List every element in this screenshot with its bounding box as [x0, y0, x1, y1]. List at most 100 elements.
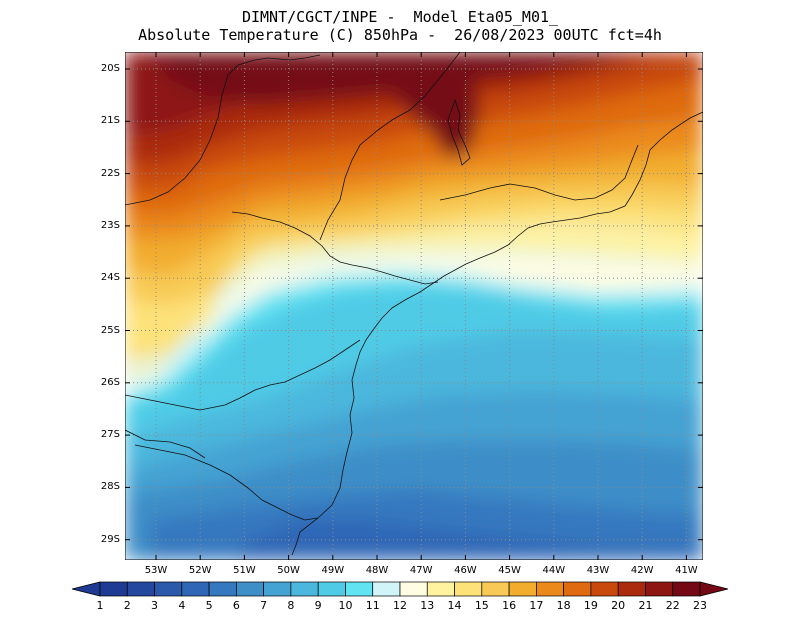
colorbar-low-arrow	[71, 581, 101, 597]
longitude-label: 50W	[277, 565, 300, 576]
coastline	[291, 111, 703, 556]
colorbar-label: 17	[529, 599, 544, 612]
temperature-band	[380, 60, 480, 160]
temperature-band	[125, 285, 703, 440]
latitude-label: 22S	[100, 167, 120, 179]
temperature-band	[240, 520, 703, 560]
map-title-line1: DIMNT/CGCT/INPE - Model Eta05_M01_	[241, 8, 559, 26]
colorbar-segment	[317, 581, 346, 597]
colorbar-segment	[290, 581, 319, 597]
longitude-label: 47W	[409, 565, 433, 576]
colorbar-label: 22	[665, 599, 680, 612]
map-title-line2: Absolute Temperature (C) 850hPa - 26/08/…	[138, 26, 662, 44]
latitude-label: 23S	[100, 219, 120, 231]
state-border-mg-rj	[439, 144, 639, 201]
state-border-pr-sc	[125, 339, 361, 411]
colorbar-label: 13	[420, 599, 435, 612]
colorbar-segment	[617, 581, 646, 597]
colorbar-segment	[263, 581, 292, 597]
temperature-band	[125, 55, 703, 190]
latitude-label: 24S	[100, 272, 120, 284]
colorbar-label: 6	[232, 599, 240, 612]
longitude-label: 46W	[454, 565, 477, 576]
colorbar-high-arrow	[699, 581, 729, 597]
colorbar-segment	[508, 581, 537, 597]
colorbar-segment	[590, 581, 619, 597]
map-gridlines	[125, 52, 703, 560]
longitude-label: 43W	[586, 565, 610, 576]
colorbar-label: 21	[638, 599, 653, 612]
longitude-label: 41W	[675, 565, 698, 576]
state-border-ms-pr	[125, 54, 321, 206]
colorbar-label: 23	[693, 599, 707, 612]
colorbar-segment	[426, 581, 455, 597]
colorbar-segment	[126, 581, 155, 597]
colorbar-label: 14	[447, 599, 462, 612]
colorbar-label: 8	[287, 599, 295, 612]
colorbar-label: 12	[393, 599, 407, 612]
colorbar-segment	[99, 581, 128, 597]
latitude-label: 28S	[100, 481, 120, 493]
colorbar-segment	[372, 581, 401, 597]
longitude-label: 49W	[321, 565, 345, 576]
longitude-label: 44W	[542, 565, 566, 576]
colorbar-segment	[399, 581, 428, 597]
colorbar-segment	[345, 581, 374, 597]
axis-ticks	[125, 52, 703, 560]
argentina-border	[125, 429, 206, 459]
longitude-label: 53W	[144, 565, 168, 576]
colorbar-label: 16	[502, 599, 517, 612]
colorbar-label: 19	[583, 599, 598, 612]
longitude-label: 51W	[233, 565, 256, 576]
colorbar-segment	[563, 581, 592, 597]
colorbar-label: 4	[178, 599, 186, 612]
colorbar-label: 20	[611, 599, 626, 612]
colorbar-segment	[236, 581, 264, 597]
colorbar-label: 11	[365, 599, 380, 612]
temperature-band	[125, 80, 703, 215]
latitude-label: 25S	[100, 324, 120, 336]
colorbar-label: 7	[260, 599, 268, 612]
longitude-label: 52W	[188, 565, 212, 576]
state-border-sp-mg	[319, 52, 461, 241]
temperature-band	[125, 150, 703, 275]
colorbar-label: 18	[556, 599, 571, 612]
colorbar-label: 10	[338, 599, 353, 612]
colorbar-label: 1	[96, 599, 104, 612]
colorbar-segment	[481, 581, 510, 597]
longitude-label: 48W	[365, 565, 389, 576]
colorbar-segment	[645, 581, 674, 597]
latitude-label: 20S	[100, 63, 120, 74]
colorbar-label: 15	[474, 599, 489, 612]
temperature-band	[125, 52, 703, 165]
latitude-label: 21S	[100, 115, 120, 127]
colorbar-label: 2	[123, 599, 131, 612]
colorbar-segment	[208, 581, 237, 597]
colorbar-segment	[672, 581, 701, 597]
latitude-label: 29S	[100, 533, 120, 545]
state-border-pr-sp	[231, 211, 439, 285]
longitude-label: 45W	[498, 565, 521, 576]
colorbar-segment	[454, 581, 483, 597]
latitude-label: 26S	[100, 376, 120, 388]
latitude-label: 27S	[100, 429, 120, 441]
temperature-band	[125, 255, 703, 390]
temperature-band	[125, 275, 703, 405]
lagoon-outline	[447, 98, 471, 166]
temperature-field	[125, 52, 703, 560]
colorbar-segment	[181, 581, 210, 597]
temperature-band	[125, 118, 703, 240]
colorbar-segment	[536, 581, 564, 597]
temperature-band	[125, 205, 703, 362]
state-border-sc-rs	[134, 444, 319, 521]
temperature-band	[125, 228, 703, 378]
temperature-band	[125, 182, 703, 305]
colorbar-label: 5	[205, 599, 213, 612]
colorbar-label: 9	[314, 599, 322, 612]
colorbar-label: 3	[151, 599, 159, 612]
longitude-label: 42W	[630, 565, 654, 576]
coastline-borders	[125, 52, 703, 556]
colorbar-segment	[154, 581, 183, 597]
